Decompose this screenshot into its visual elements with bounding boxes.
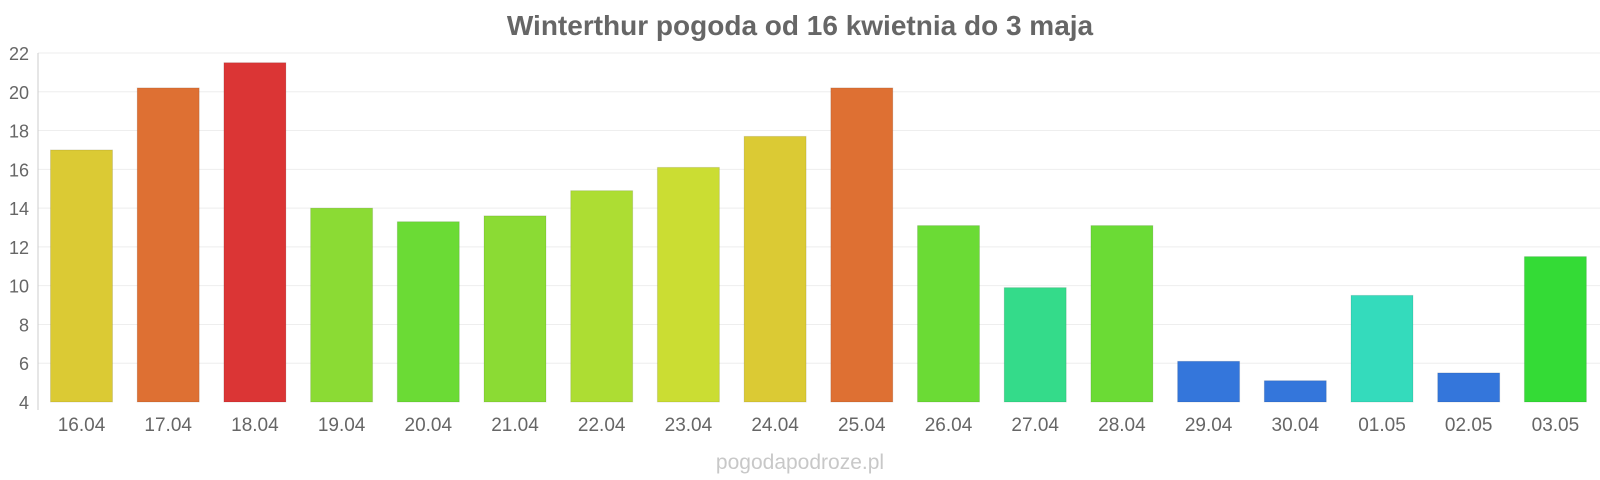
y-tick-label: 10 [9,277,29,297]
y-tick-label: 6 [19,354,29,374]
y-tick-label: 8 [19,315,29,335]
bar-25.04[interactable] [830,87,894,403]
bar-24.04[interactable] [743,135,807,403]
y-tick-label: 16 [9,160,29,180]
x-tick-label: 23.04 [665,415,713,436]
x-tick-label: 21.04 [491,415,539,436]
bars-layer [50,62,1587,403]
bar-26.04[interactable] [917,225,980,403]
x-tick-label: 03.05 [1532,415,1580,436]
x-tick-label: 19.04 [318,415,366,436]
bar-18.04[interactable] [223,62,287,403]
y-tick-label: 18 [9,122,29,142]
x-tick-label: 01.05 [1358,415,1406,436]
y-tick-label: 14 [9,199,29,219]
bar-27.04[interactable] [1003,287,1067,403]
x-tick-label: 20.04 [405,415,453,436]
x-tick-label: 27.04 [1011,415,1059,436]
x-tick-label: 29.04 [1185,415,1233,436]
bar-23.04[interactable] [656,166,720,403]
bar-20.04[interactable] [396,221,460,403]
bar-28.04[interactable] [1090,225,1154,403]
x-tick-label: 25.04 [838,415,886,436]
bar-21.04[interactable] [483,215,547,403]
bar-19.04[interactable] [310,207,374,403]
x-tick-label: 16.04 [58,415,106,436]
y-tick-label: 22 [9,44,29,64]
bar-29.04[interactable] [1177,360,1241,403]
bar-17.04[interactable] [136,87,200,403]
x-tick-label: 28.04 [1098,415,1146,436]
bar-03.05[interactable] [1523,256,1587,403]
x-tick-label: 24.04 [751,415,799,436]
bar-02.05[interactable] [1437,372,1501,403]
y-tick-label: 12 [9,238,29,258]
ticks-layer: 4 6 8 10 12 14 16 18 20 22 16.04 17.04 18.04 19.04 20.… [9,44,1579,436]
grid-layer [38,52,1600,364]
bar-22.04[interactable] [570,190,634,403]
y-tick-label: 20 [9,83,29,103]
bar-16.04[interactable] [50,149,113,403]
chart-title: Winterthur pogoda od 16 kwietnia do 3 ma… [506,10,1094,41]
x-tick-label: 18.04 [231,415,279,436]
x-tick-label: 26.04 [925,415,973,436]
x-tick-label: 22.04 [578,415,626,436]
y-tick-label: 4 [19,393,29,413]
x-tick-label: 17.04 [144,415,192,436]
x-tick-label: 30.04 [1272,415,1320,436]
bar-30.04[interactable] [1263,380,1327,403]
x-tick-label: 02.05 [1445,415,1493,436]
bar-01.05[interactable] [1350,294,1414,403]
watermark: pogodapodroze.pl [715,451,885,474]
